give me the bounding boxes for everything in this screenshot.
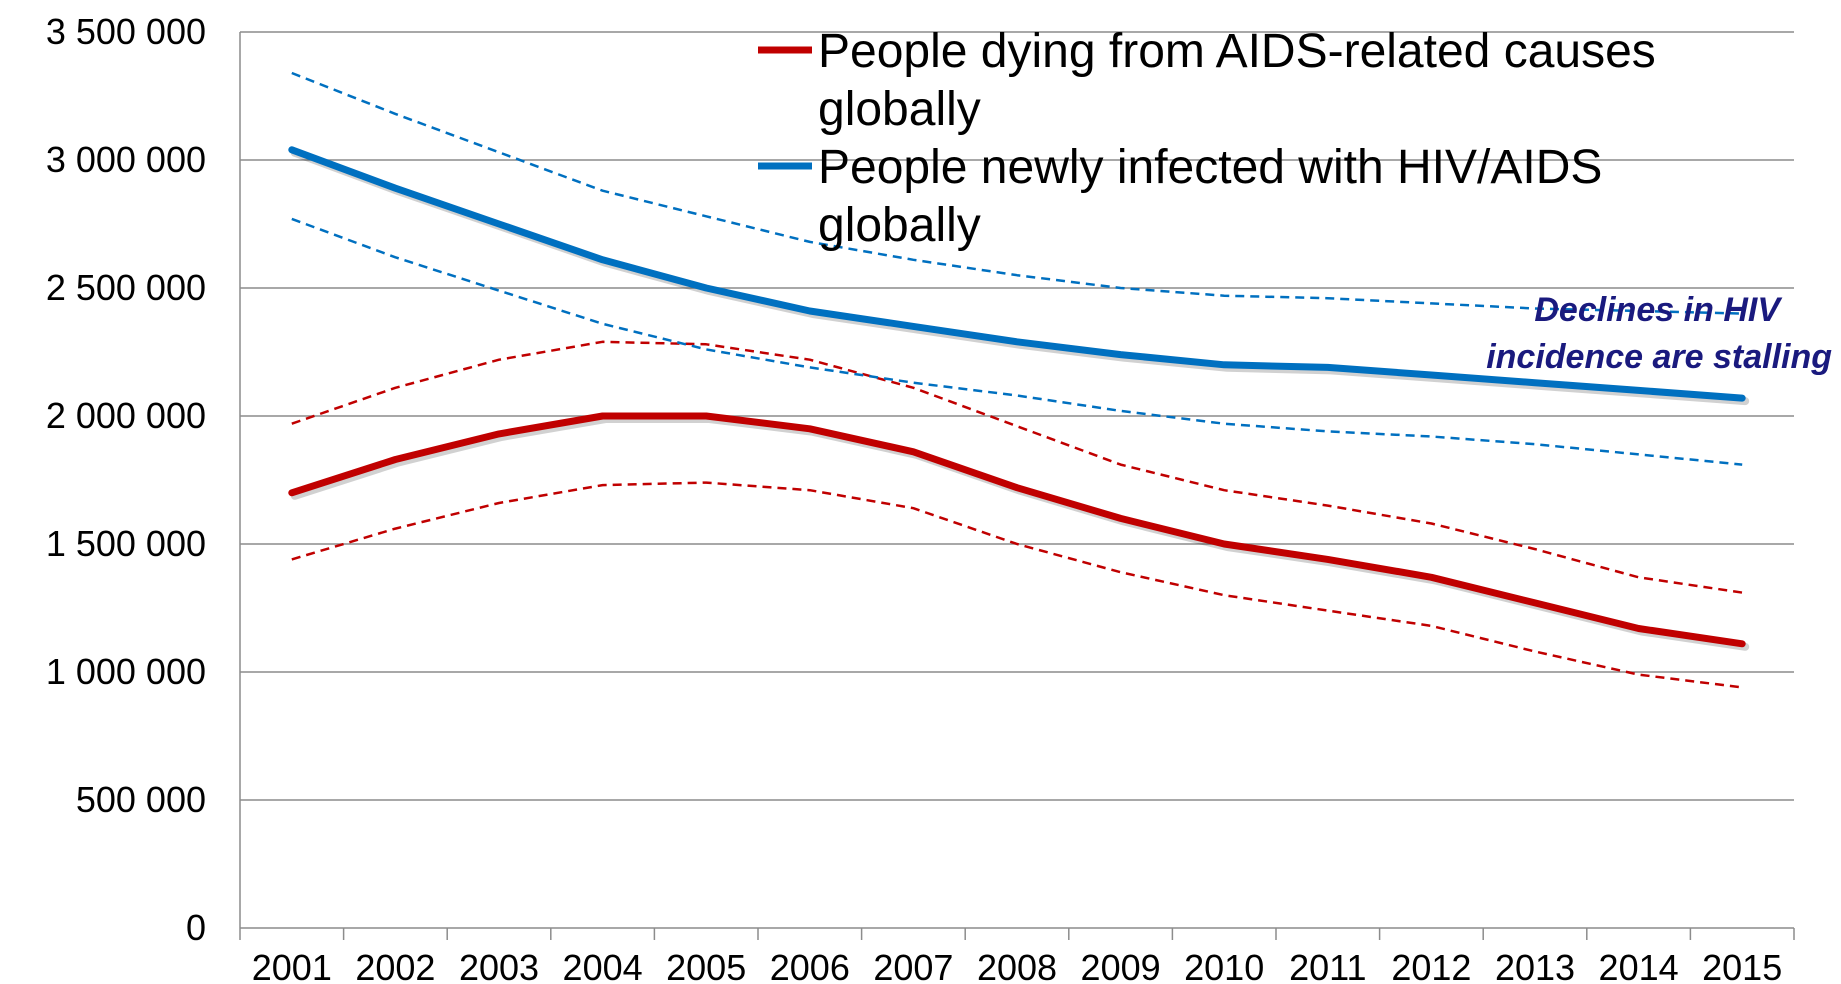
series-interval-line-3	[291, 481, 1743, 689]
y-tick-label: 2 500 000	[46, 267, 206, 308]
y-tick-label: 500 000	[76, 779, 206, 820]
x-tick-label: 2002	[355, 947, 435, 984]
annotation-text: Declines in HIV	[1534, 291, 1783, 329]
series-lines	[288, 71, 1750, 689]
x-tick-label: 2013	[1495, 947, 1575, 984]
y-tick-label: 2 000 000	[46, 395, 206, 436]
legend-label: globally	[818, 83, 981, 136]
x-tick-label: 2008	[977, 947, 1057, 984]
annotation-text: incidence are stalling	[1486, 338, 1832, 376]
y-axis: 0 500 000 1 000 000 1 500 000 2 000 000 2 500…	[46, 11, 241, 948]
x-tick-label: 2001	[252, 947, 332, 984]
series-interval-line-5	[291, 217, 1743, 466]
series-line-1	[288, 146, 1746, 402]
series-line-shadow	[290, 415, 1750, 651]
series-interval-line-4	[291, 71, 1743, 315]
x-axis: 2001 2002 2003 2004 2005 2006 2007 2008 2009 2010…	[239, 927, 1795, 984]
x-tick-label: 2015	[1702, 947, 1782, 984]
legend-label: People dying from AIDS-related causes	[818, 25, 1656, 78]
x-tick-label: 2009	[1081, 947, 1161, 984]
y-tick-label: 1 500 000	[46, 523, 206, 564]
x-tick-label: 2010	[1184, 947, 1264, 984]
x-tick-label: 2014	[1599, 947, 1679, 984]
x-tick-label: 2005	[666, 947, 746, 984]
y-tick-label: 3 000 000	[46, 139, 206, 180]
series-line-0	[288, 412, 1746, 648]
annotation: Declines in HIV incidence are stalling	[1486, 291, 1832, 376]
x-tick-label: 2006	[770, 947, 850, 984]
x-tick-label: 2003	[459, 947, 539, 984]
x-tick-label: 2007	[873, 947, 953, 984]
legend-label: People newly infected with HIV/AIDS	[818, 141, 1602, 194]
x-tick-label: 2012	[1391, 947, 1471, 984]
x-tick-label: 2004	[563, 947, 643, 984]
x-tick-label: 2011	[1289, 947, 1366, 984]
legend-label: globally	[818, 199, 981, 252]
y-tick-label: 1 000 000	[46, 651, 206, 692]
series-interval-line-2	[291, 340, 1743, 594]
y-tick-label: 0	[186, 907, 206, 948]
y-tick-label: 3 500 000	[46, 11, 206, 52]
legend: People dying from AIDS-related causesglo…	[758, 25, 1656, 252]
